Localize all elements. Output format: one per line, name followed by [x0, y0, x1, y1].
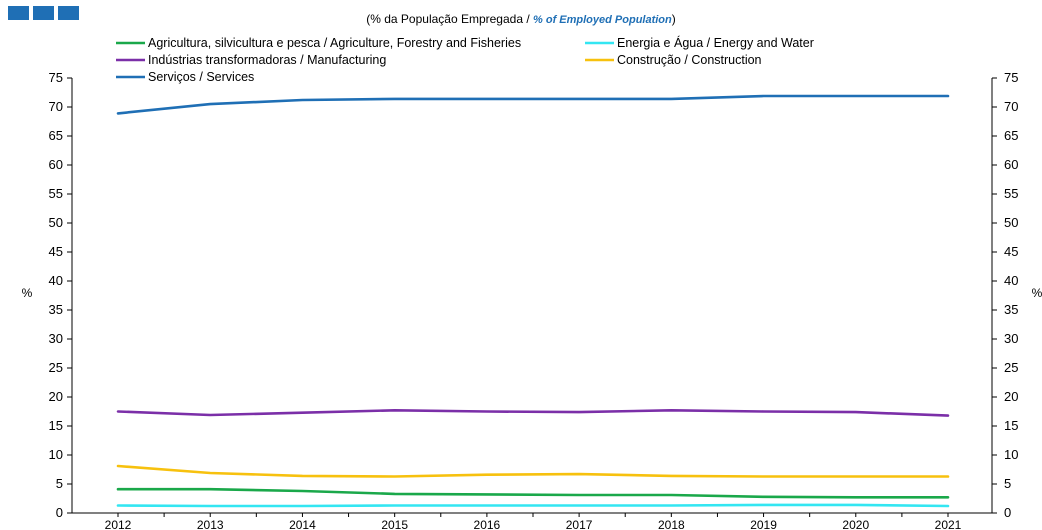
- y-tick-label-right: 0: [1004, 505, 1011, 520]
- logo-block: [58, 6, 79, 20]
- y-tick-label-left: 75: [49, 70, 63, 85]
- logo: [8, 6, 79, 20]
- y-tick-label-left: 0: [56, 505, 63, 520]
- legend: Agricultura, silvicultura e pesca / Agri…: [116, 35, 814, 84]
- y-tick-label-left: 45: [49, 244, 63, 259]
- y-tick-label-right: 5: [1004, 476, 1011, 491]
- y-tick-label-left: 10: [49, 447, 63, 462]
- legend-label: Serviços / Services: [148, 70, 254, 84]
- y-tick-label-left: 25: [49, 360, 63, 375]
- y-tick-label-right: 50: [1004, 215, 1018, 230]
- chart-subtitle: (% da População Empregada / % of Employe…: [0, 12, 1042, 26]
- y-tick-label-left: 40: [49, 273, 63, 288]
- subtitle-suffix: ): [671, 12, 676, 26]
- x-tick-label: 2014: [289, 518, 316, 530]
- legend-label: Construção / Construction: [617, 53, 762, 67]
- legend-label: Indústrias transformadoras / Manufacturi…: [148, 53, 386, 67]
- x-tick-label: 2012: [105, 518, 132, 530]
- y-tick-label-right: 35: [1004, 302, 1018, 317]
- legend-label: Agricultura, silvicultura e pesca / Agri…: [148, 36, 521, 50]
- y-tick-label-left: 30: [49, 331, 63, 346]
- y-tick-label-right: 15: [1004, 418, 1018, 433]
- y-tick-label-right: 20: [1004, 389, 1018, 404]
- y-tick-label-left: 35: [49, 302, 63, 317]
- y-tick-label-right: 55: [1004, 186, 1018, 201]
- y-tick-label-left: 55: [49, 186, 63, 201]
- x-tick-label: 2018: [658, 518, 685, 530]
- x-tick-label: 2020: [842, 518, 869, 530]
- series-line: [116, 503, 950, 508]
- y-tick-label-left: 20: [49, 389, 63, 404]
- y-tick-label-left: 5: [56, 476, 63, 491]
- x-tick-label: 2019: [750, 518, 777, 530]
- logo-block: [33, 6, 54, 20]
- y-tick-label-left: 65: [49, 128, 63, 143]
- y-tick-label-right: 60: [1004, 157, 1018, 172]
- series-lines: [116, 94, 950, 508]
- y-tick-label-left: 15: [49, 418, 63, 433]
- series-line: [116, 487, 950, 499]
- y-tick-label-right: 75: [1004, 70, 1018, 85]
- y-tick-label-left: 50: [49, 215, 63, 230]
- logo-block: [8, 6, 29, 20]
- x-tick-label: 2016: [474, 518, 501, 530]
- y-tick-label-right: 70: [1004, 99, 1018, 114]
- series-line: [116, 94, 950, 115]
- series-line: [116, 464, 950, 478]
- y-tick-label-right: 30: [1004, 331, 1018, 346]
- series-line: [116, 408, 950, 417]
- x-tick-label: 2017: [566, 518, 593, 530]
- y-tick-label-right: 40: [1004, 273, 1018, 288]
- subtitle-pt: (% da População Empregada /: [366, 12, 534, 26]
- y-tick-label-right: 45: [1004, 244, 1018, 259]
- x-tick-label: 2021: [935, 518, 962, 530]
- y-axis-label-right: %: [1032, 286, 1042, 300]
- x-tick-label: 2013: [197, 518, 224, 530]
- y-axis-label-left: %: [22, 286, 33, 300]
- x-tick-label: 2015: [381, 518, 408, 530]
- y-tick-label-left: 70: [49, 99, 63, 114]
- y-tick-label-right: 10: [1004, 447, 1018, 462]
- legend-label: Energia e Água / Energy and Water: [617, 35, 814, 50]
- y-tick-label-right: 65: [1004, 128, 1018, 143]
- subtitle-en: % of Employed Population: [533, 14, 672, 26]
- y-tick-label-left: 60: [49, 157, 63, 172]
- y-tick-label-right: 25: [1004, 360, 1018, 375]
